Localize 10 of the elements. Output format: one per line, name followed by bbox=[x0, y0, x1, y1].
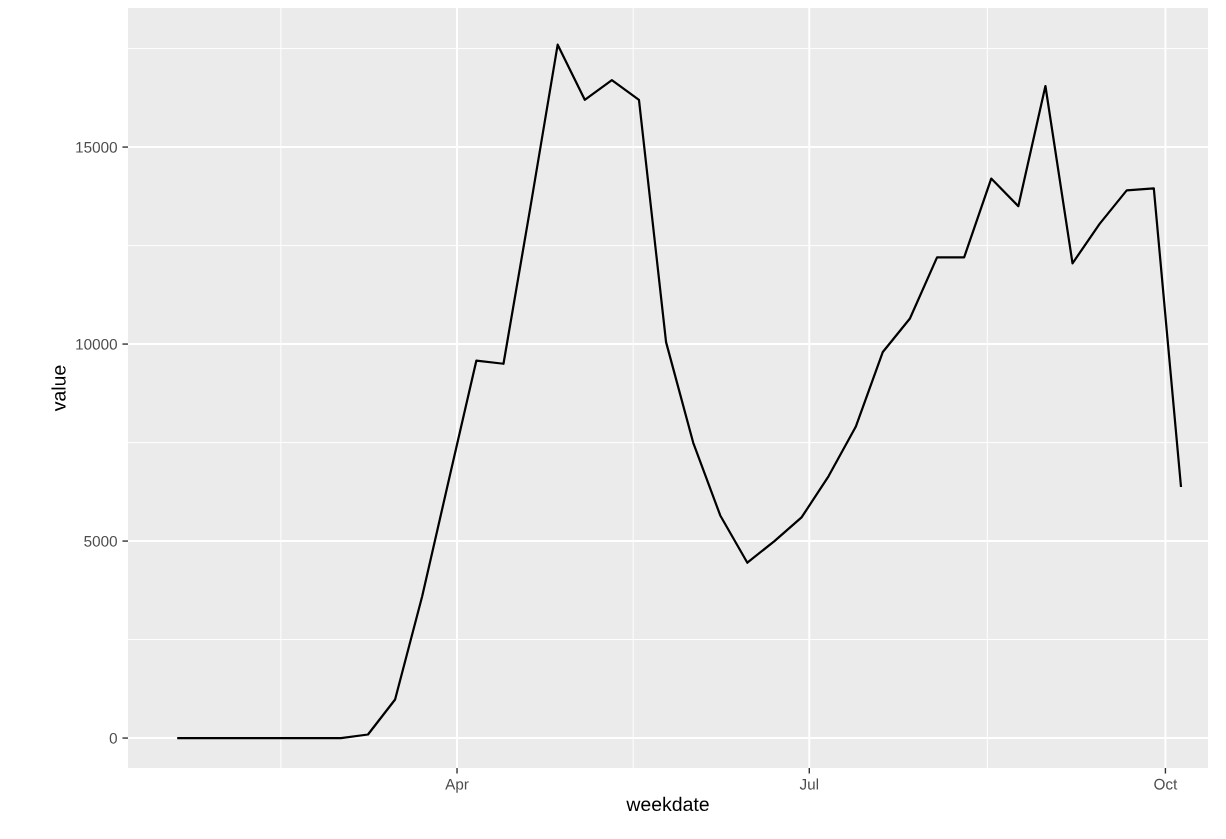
x-tick-label: Jul bbox=[799, 778, 819, 790]
y-tick-label: 10000 bbox=[76, 338, 117, 350]
x-tick-label: Apr bbox=[445, 778, 469, 793]
x-axis-title: weekdate bbox=[626, 796, 709, 812]
y-tick-label: 5000 bbox=[84, 535, 117, 547]
y-tick-label: 15000 bbox=[76, 141, 117, 153]
y-axis-title: value bbox=[51, 365, 66, 412]
x-tick-label: Oct bbox=[1154, 778, 1178, 790]
y-tick-label: 0 bbox=[109, 732, 117, 744]
line-series bbox=[177, 43, 1183, 740]
